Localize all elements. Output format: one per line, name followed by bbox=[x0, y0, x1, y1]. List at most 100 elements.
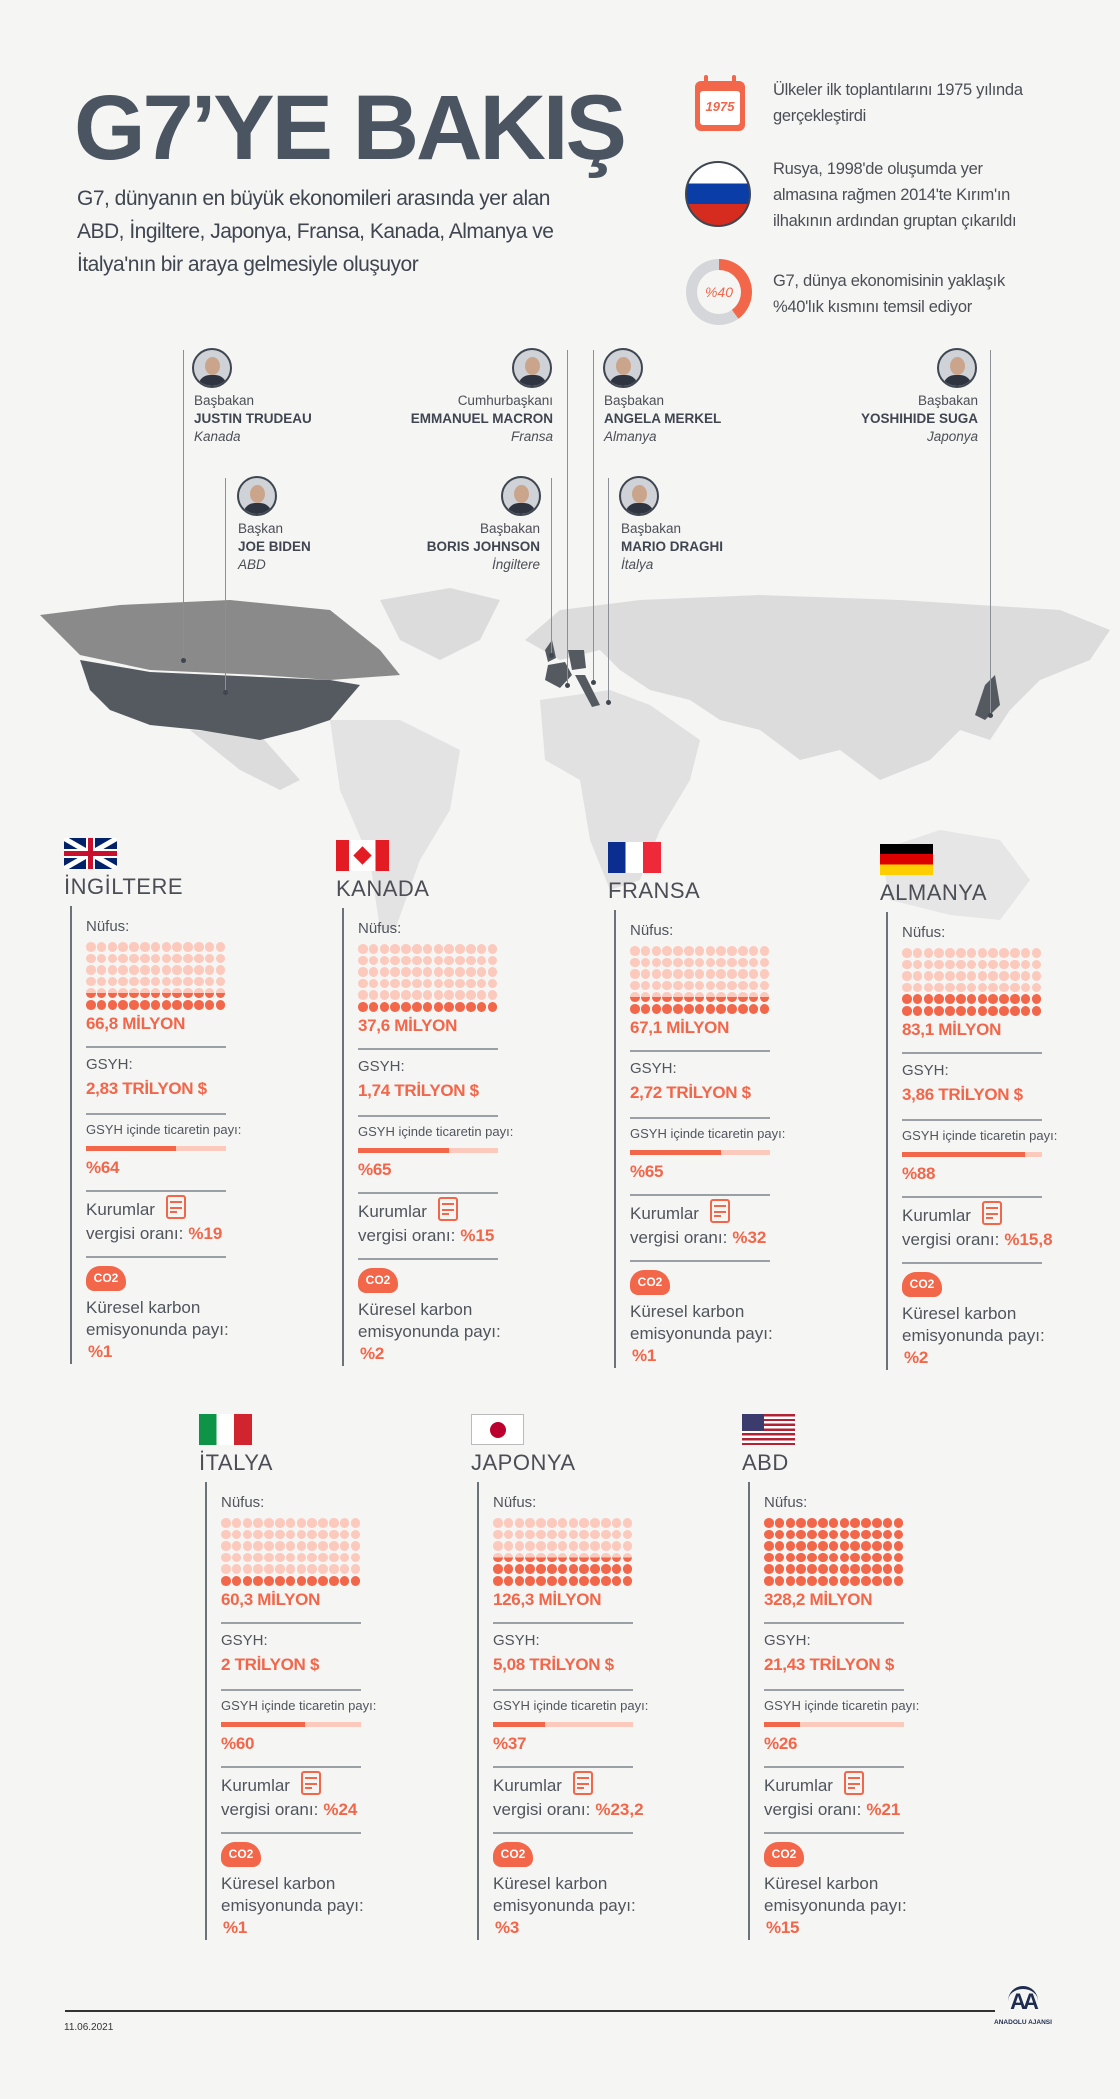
leader-photo bbox=[512, 348, 552, 388]
population-dot bbox=[215, 1000, 226, 1010]
tax-label-2: vergisi oranı: bbox=[358, 1226, 456, 1245]
population-dot bbox=[118, 1000, 128, 1010]
population-dot bbox=[350, 1564, 361, 1574]
tax-document-icon bbox=[982, 1201, 1002, 1225]
population-dot bbox=[727, 946, 737, 956]
population-dot bbox=[764, 1541, 774, 1551]
population-dot bbox=[764, 1518, 774, 1528]
population-dot bbox=[487, 944, 498, 954]
population-dot bbox=[368, 990, 379, 1000]
trade-share-bar bbox=[630, 1150, 770, 1155]
population-dot bbox=[579, 1518, 589, 1528]
population-dot bbox=[557, 1564, 568, 1574]
fact-text: Ülkeler ilk toplantılarını 1975 yılında g… bbox=[773, 77, 1023, 129]
population-dot bbox=[568, 1564, 579, 1574]
population-dot bbox=[285, 1529, 296, 1540]
population-dot bbox=[339, 1541, 350, 1551]
population-value: 67,1 MİLYON bbox=[630, 1018, 730, 1037]
separator bbox=[764, 1689, 904, 1691]
population-dot bbox=[390, 944, 400, 954]
population-dot bbox=[818, 1552, 828, 1563]
population-dot bbox=[785, 1564, 796, 1574]
fact-text: Rusya, 1998'de oluşumda yer almasına rağm… bbox=[773, 156, 1017, 234]
country-name: JAPONYA bbox=[471, 1450, 576, 1475]
separator bbox=[86, 1190, 226, 1192]
population-dot bbox=[161, 976, 172, 987]
population-dot bbox=[988, 982, 998, 993]
calendar-ring bbox=[732, 75, 736, 89]
population-dot bbox=[242, 1518, 253, 1528]
gdp-label: GSYH: bbox=[358, 1058, 405, 1075]
leader-info: Başbakan MARIO DRAGHI İtalya bbox=[621, 520, 723, 574]
population-dot bbox=[150, 953, 161, 964]
population-dot bbox=[912, 971, 923, 981]
population-dot bbox=[630, 980, 640, 991]
tax-document-icon bbox=[710, 1199, 730, 1223]
population-dot bbox=[296, 1564, 307, 1574]
population-dot bbox=[945, 994, 955, 1004]
carbon-label: Küresel karbon bbox=[902, 1304, 1017, 1323]
separator bbox=[764, 1622, 904, 1624]
icon-line bbox=[577, 1783, 589, 1785]
population-dot bbox=[764, 1564, 774, 1574]
population-dot bbox=[882, 1529, 893, 1540]
population-dot bbox=[444, 955, 454, 966]
population-dot bbox=[630, 1004, 640, 1014]
population-dot bbox=[1010, 971, 1020, 981]
leader-info: Başbakan ANGELA MERKEL Almanya bbox=[604, 392, 721, 446]
population-dot bbox=[433, 990, 444, 1000]
population-dot bbox=[828, 1576, 839, 1586]
calendar-year: 1975 bbox=[705, 99, 735, 114]
population-dot bbox=[368, 978, 379, 989]
icon-line bbox=[714, 1215, 721, 1217]
population-dot bbox=[630, 957, 640, 968]
population-dot bbox=[738, 946, 748, 956]
logo-mark: AA bbox=[1008, 1986, 1039, 2015]
trade-share-bar bbox=[86, 1146, 226, 1151]
population-dot bbox=[785, 1576, 796, 1586]
icon-line bbox=[170, 1207, 182, 1209]
leader-info: Başbakan JUSTIN TRUDEAU Kanada bbox=[194, 392, 312, 446]
carbon-value: %1 bbox=[632, 1346, 656, 1365]
population-dot bbox=[285, 1552, 296, 1563]
population-dot bbox=[140, 976, 150, 987]
population-dot bbox=[662, 969, 672, 979]
fact-line: Ülkeler ilk toplantılarını 1975 yılında bbox=[773, 81, 1023, 99]
tax-document-icon bbox=[166, 1195, 186, 1219]
card-divider bbox=[342, 908, 344, 1366]
population-dot bbox=[444, 944, 454, 954]
flag-us-icon bbox=[742, 1414, 795, 1445]
carbon-label-2: emisyonunda payı: bbox=[764, 1896, 907, 1915]
population-dot bbox=[796, 1576, 806, 1586]
population-dot bbox=[727, 969, 737, 979]
population-dot bbox=[275, 1552, 285, 1563]
population-dot bbox=[536, 1529, 546, 1540]
population-dot bbox=[183, 953, 193, 964]
population-dot bbox=[828, 1518, 839, 1528]
map-canada bbox=[40, 600, 400, 680]
population-dot bbox=[748, 1004, 759, 1014]
population-dot bbox=[493, 1564, 503, 1574]
carbon-label-2: emisyonunda payı: bbox=[902, 1326, 1045, 1345]
population-dot bbox=[150, 988, 161, 998]
population-dot bbox=[536, 1564, 546, 1574]
population-dot bbox=[774, 1529, 785, 1540]
population-dot bbox=[902, 959, 912, 970]
country-name: KANADA bbox=[336, 876, 430, 901]
tax-row: vergisi oranı: %15 bbox=[358, 1226, 494, 1246]
population-dot bbox=[401, 990, 411, 1000]
map-pin-icon bbox=[181, 658, 186, 663]
trade-share-fill bbox=[630, 1150, 721, 1155]
trade-value: %60 bbox=[221, 1734, 255, 1753]
population-dot bbox=[839, 1541, 850, 1551]
leader-name: ANGELA MERKEL bbox=[604, 411, 722, 426]
population-dot bbox=[368, 1002, 379, 1012]
calendar-icon: 1975 bbox=[695, 75, 745, 131]
population-dot bbox=[807, 1518, 817, 1528]
population-dot bbox=[86, 988, 96, 998]
population-dot bbox=[329, 1552, 339, 1563]
population-dot bbox=[307, 1529, 317, 1540]
tax-label-2: vergisi oranı: bbox=[493, 1800, 591, 1819]
icon-line bbox=[714, 1205, 726, 1207]
population-dot bbox=[861, 1576, 871, 1586]
